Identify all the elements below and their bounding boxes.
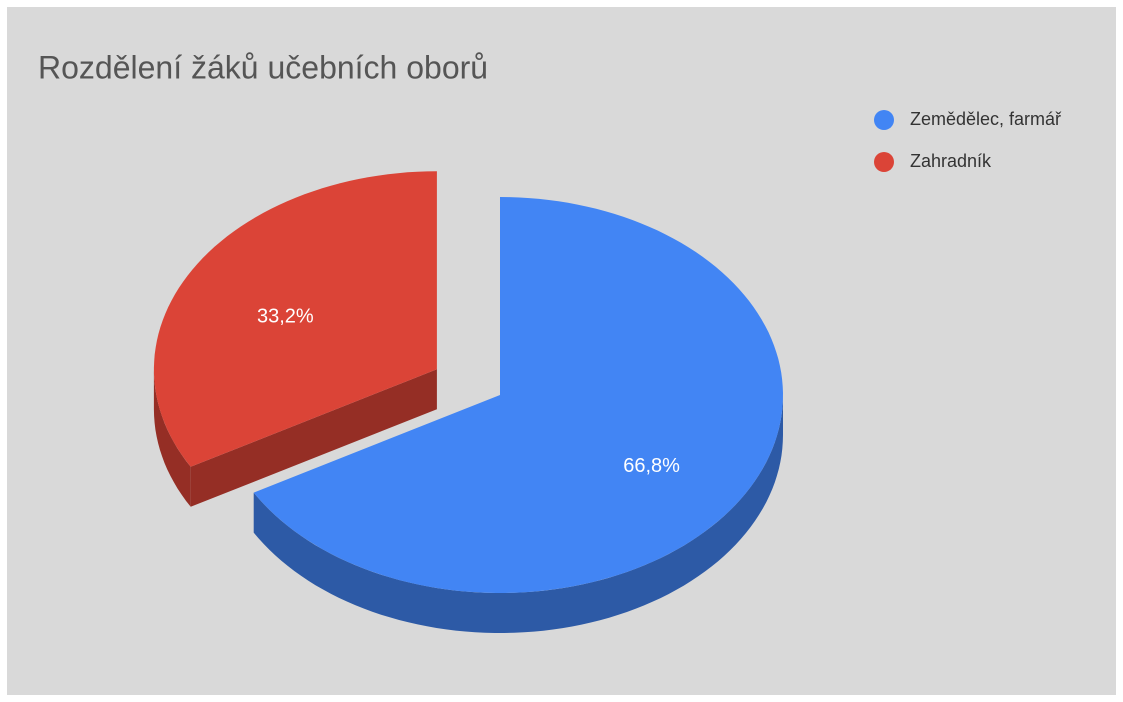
legend-label: Zahradník (910, 151, 992, 171)
slice (253, 197, 783, 593)
chart-title: Rozdělení žáků učebních oborů (38, 49, 488, 85)
data-label: 33,2% (257, 306, 314, 328)
slice-side (153, 369, 191, 507)
legend-marker (874, 152, 894, 172)
data-label: 66,8% (623, 455, 680, 477)
slice-side (190, 369, 437, 507)
slice (153, 171, 437, 467)
legend-label: Zemědělec, farmář (910, 109, 1062, 129)
slice-side (253, 395, 783, 633)
legend-marker (874, 110, 894, 130)
